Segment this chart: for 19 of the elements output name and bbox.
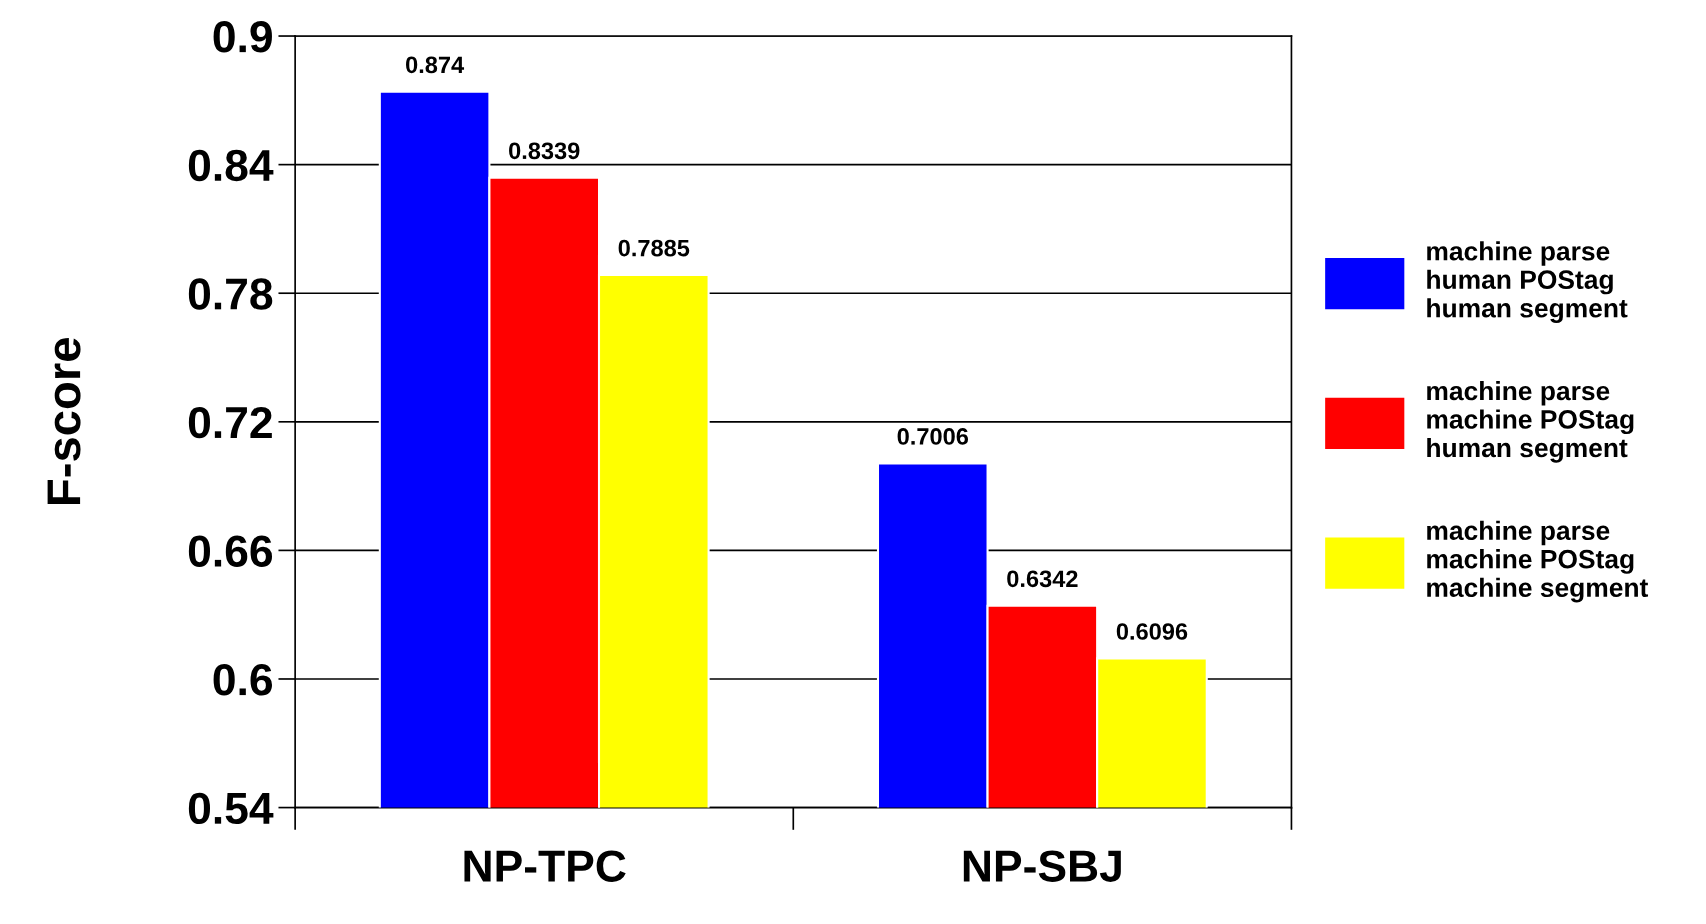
- data-label: 0.7006: [897, 428, 969, 445]
- y-tick-label: 0.66: [188, 535, 273, 567]
- y-tick-label: 0.54: [188, 792, 274, 825]
- data-label: 0.874: [406, 56, 465, 74]
- data-label: 0.7885: [618, 239, 690, 257]
- y-tick-label: 0.9: [213, 21, 272, 53]
- y-axis-title: F-score: [47, 338, 81, 504]
- x-tick-label: NP-TPC: [464, 850, 626, 882]
- data-label: 0.8339: [509, 142, 580, 160]
- x-tick-label: NP-SBJ: [963, 850, 1121, 882]
- y-tick-label: 0.84: [188, 149, 274, 182]
- legend-label: machine parse human POStag human segment: [1427, 241, 1628, 323]
- legend-label: machine parse machine POStag machine segment: [1427, 520, 1649, 603]
- y-tick-label: 0.78: [188, 278, 273, 310]
- y-tick-label: 0.6: [213, 664, 273, 696]
- data-label: 0.6096: [1116, 623, 1188, 640]
- legend-label: machine parse machine POStag human segment: [1427, 380, 1634, 463]
- y-tick-label: 0.72: [188, 406, 272, 439]
- data-label: 0.6342: [1007, 570, 1078, 588]
